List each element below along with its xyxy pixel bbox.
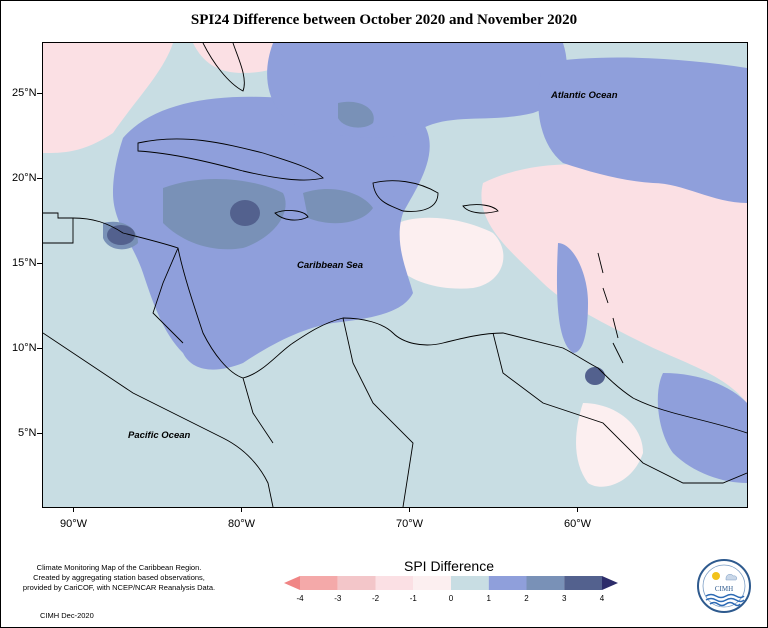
mainland-coast bbox=[72, 217, 747, 434]
blue-region-antilles bbox=[556, 243, 588, 353]
legend-segment bbox=[337, 576, 376, 590]
legend-segment bbox=[413, 576, 451, 590]
lat-label-20: 20°N bbox=[12, 172, 37, 184]
logo-text: CIMH bbox=[715, 585, 733, 593]
legend-segment bbox=[564, 576, 602, 590]
legend-segment bbox=[284, 576, 300, 590]
lon-label-80: 80°W bbox=[228, 518, 256, 530]
map-area: Atlantic Ocean Caribbean Sea Pacific Oce… bbox=[42, 42, 748, 508]
lon-tick bbox=[577, 507, 578, 512]
legend-segment bbox=[300, 576, 338, 590]
legend-tick-label: 2 bbox=[524, 594, 529, 603]
pink-region-east bbox=[481, 164, 747, 403]
lat-tick bbox=[37, 348, 42, 349]
pacific-coast bbox=[43, 332, 274, 507]
pink-region-guyana bbox=[576, 403, 643, 487]
credit-text: Climate Monitoring Map of the Caribbean … bbox=[14, 563, 224, 593]
lat-tick bbox=[37, 178, 42, 179]
puerto-rico-coast bbox=[462, 204, 499, 214]
legend-tick-label: 4 bbox=[599, 594, 605, 603]
pink-region-nw bbox=[43, 43, 173, 153]
legend-segment bbox=[451, 576, 489, 590]
credit-line-2: Created by aggregating station based obs… bbox=[33, 573, 205, 582]
darkest-region-a bbox=[230, 200, 260, 226]
blue-region-caribbean bbox=[113, 96, 430, 370]
lon-label-70: 70°W bbox=[396, 518, 424, 530]
lat-label-25: 25°N bbox=[12, 87, 37, 99]
lon-tick bbox=[241, 507, 242, 512]
caribbean-sea-label: Caribbean Sea bbox=[297, 260, 363, 271]
hispaniola-coast bbox=[372, 180, 439, 212]
legend-tick-label: 1 bbox=[486, 594, 491, 603]
cimh-logo: CIMH bbox=[697, 559, 751, 613]
map-title: SPI24 Difference between October 2020 an… bbox=[190, 12, 578, 28]
legend-tick-label: -3 bbox=[334, 594, 342, 603]
map-svg: Atlantic Ocean Caribbean Sea Pacific Oce… bbox=[43, 43, 747, 507]
darker-region-hispaniola bbox=[303, 188, 373, 224]
legend-tick-label: -1 bbox=[409, 594, 417, 603]
lat-tick bbox=[37, 263, 42, 264]
lat-tick bbox=[37, 93, 42, 94]
legend-title: SPI Difference bbox=[403, 558, 494, 574]
legend-segment bbox=[602, 576, 618, 590]
lat-label-10: 10°N bbox=[12, 342, 37, 354]
blue-region-atlantic bbox=[538, 57, 747, 203]
darker-region-bahamas bbox=[338, 101, 374, 128]
logo-wave-2 bbox=[705, 597, 745, 603]
darkest-region-c bbox=[585, 367, 605, 385]
lat-label-15: 15°N bbox=[12, 257, 37, 269]
country-borders bbox=[152, 247, 747, 507]
legend-tick-label: -2 bbox=[371, 594, 380, 603]
yucatan-coast bbox=[43, 212, 74, 244]
credit-line-3: provided by CariCOF, with NCEP/NCAR Rean… bbox=[22, 583, 216, 592]
pink-region-central bbox=[398, 217, 504, 289]
darker-region-jamaica bbox=[163, 178, 286, 250]
cuba-coast bbox=[137, 138, 324, 181]
legend-colorbar bbox=[284, 576, 618, 590]
lon-tick bbox=[73, 507, 74, 512]
credit-date: CIMH Dec-2020 bbox=[40, 611, 94, 620]
logo-wave-3 bbox=[709, 601, 741, 607]
pacific-ocean-label: Pacific Ocean bbox=[128, 430, 191, 441]
jamaica-coast bbox=[274, 210, 309, 221]
florida-coast bbox=[202, 43, 245, 92]
lesser-antilles bbox=[597, 252, 624, 364]
lon-label-60: 60°W bbox=[564, 518, 592, 530]
lat-label-5: 5°N bbox=[18, 427, 37, 439]
lat-tick bbox=[37, 433, 42, 434]
atlantic-ocean-label: Atlantic Ocean bbox=[550, 90, 618, 101]
legend-tick-label: 3 bbox=[562, 594, 567, 603]
legend-tick-label: -4 bbox=[296, 594, 304, 603]
blue-region-southeast bbox=[657, 373, 747, 483]
logo-wave-1 bbox=[705, 593, 745, 599]
legend-segment bbox=[526, 576, 565, 590]
coastlines bbox=[43, 43, 747, 507]
lon-label-90: 90°W bbox=[60, 518, 88, 530]
darkest-region-b bbox=[107, 225, 135, 245]
credit-line-1: Climate Monitoring Map of the Caribbean … bbox=[36, 563, 202, 572]
legend-tick-label: 0 bbox=[448, 594, 454, 603]
lon-tick bbox=[409, 507, 410, 512]
legend-segment bbox=[375, 576, 414, 590]
legend-segment bbox=[488, 576, 527, 590]
logo-sun-icon bbox=[712, 572, 720, 580]
logo-cloud-icon bbox=[725, 574, 738, 581]
